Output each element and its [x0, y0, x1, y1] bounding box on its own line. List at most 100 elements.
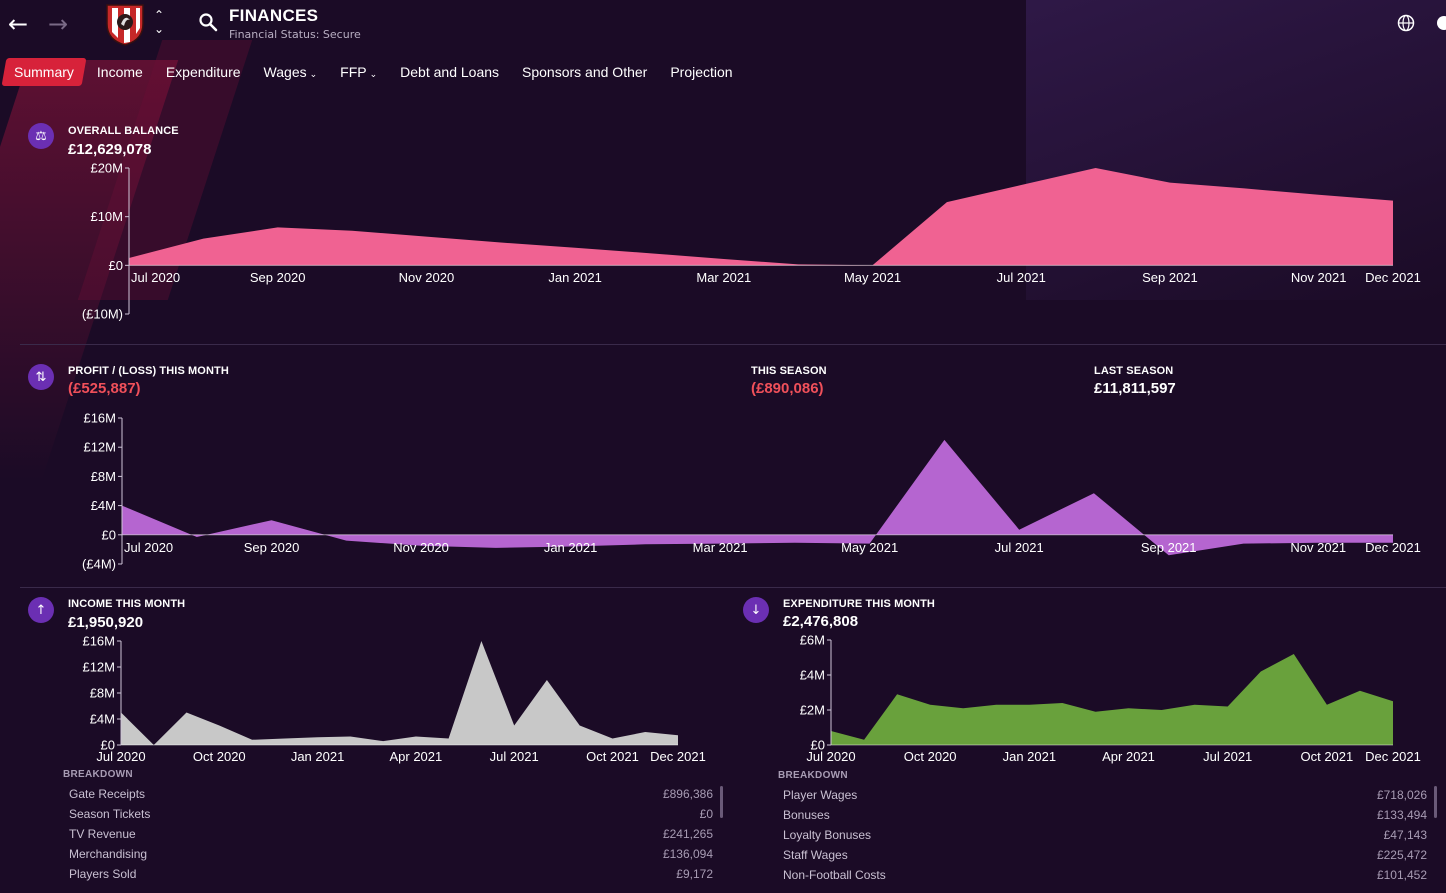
breakdown-value: £241,265	[662, 827, 713, 841]
globe-icon[interactable]	[1397, 14, 1415, 32]
list-item[interactable]: TV Revenue £241,265	[69, 824, 713, 844]
balance-x-tick-label: Jul 2020	[131, 270, 180, 285]
income-value: £1,950,920	[68, 614, 144, 631]
profit-label: PROFIT / (LOSS) THIS MONTH	[68, 365, 229, 377]
balance-x-tick-label: Nov 2021	[1291, 270, 1347, 285]
list-item[interactable]: Staff Wages £225,472	[783, 845, 1427, 865]
club-badge-icon[interactable]	[104, 2, 146, 46]
balance-y-tick-label: £20M	[90, 161, 123, 176]
tab-wages[interactable]: Wages ⌄	[263, 64, 318, 80]
balance-x-tick-label: Sep 2020	[250, 270, 306, 285]
balance-scale-icon: ⚖	[28, 123, 54, 149]
profit-x-tick-label: Nov 2020	[393, 540, 449, 555]
list-item[interactable]: Player Wages £718,026	[783, 785, 1427, 805]
list-item[interactable]: Non-Football Costs £101,452	[783, 865, 1427, 885]
balance-x-tick-label: Jul 2021	[997, 270, 1046, 285]
profit-x-tick-label: Jan 2021	[544, 540, 598, 555]
expenditure-x-tick-label: Oct 2021	[1300, 749, 1353, 764]
expenditure-x-tick-label: Dec 2021	[1365, 749, 1421, 764]
chevron-down-icon: ⌄	[369, 69, 378, 79]
income-x-tick-label: Oct 2021	[586, 749, 639, 764]
profit-x-tick-label: Mar 2021	[693, 540, 748, 555]
profit-y-tick-label: (£4M)	[82, 557, 116, 572]
balance-x-tick-label: Jan 2021	[548, 270, 602, 285]
breakdown-label: Gate Receipts	[69, 787, 146, 801]
list-item[interactable]: Gate Receipts £896,386	[69, 784, 713, 804]
expenditure-y-tick-label: £4M	[800, 668, 825, 683]
balance-y-tick-label: £0	[109, 258, 123, 273]
list-item[interactable]: Loyalty Bonuses £47,143	[783, 825, 1427, 845]
income-x-tick-label: Apr 2021	[389, 749, 442, 764]
profit-value: (£525,887)	[68, 380, 141, 397]
expenditure-x-tick-label: Jul 2020	[806, 749, 855, 764]
breakdown-value: £9,172	[676, 867, 713, 881]
breakdown-label: Loyalty Bonuses	[783, 828, 872, 842]
balance-x-tick-label: Nov 2020	[399, 270, 455, 285]
profit-y-tick-label: £4M	[91, 498, 116, 513]
arrow-up-icon: ↑	[28, 597, 54, 623]
profit-x-tick-label: Jul 2021	[995, 540, 1044, 555]
arrow-down-icon: ↓	[743, 597, 769, 623]
tab-debt-and-loans[interactable]: Debt and Loans	[400, 64, 500, 80]
balance-x-tick-label: Mar 2021	[696, 270, 751, 285]
search-icon[interactable]	[198, 12, 218, 32]
breakdown-value: £718,026	[1376, 788, 1427, 802]
list-item[interactable]: Merchandising £136,094	[69, 844, 713, 864]
breakdown-label: Non-Football Costs	[783, 868, 886, 882]
list-item[interactable]: Season Tickets £0	[69, 804, 713, 824]
this-season-label: THIS SEASON	[751, 365, 827, 377]
breakdown-value: £136,094	[662, 847, 713, 861]
profit-area	[122, 439, 1393, 556]
breakdown-label: Season Tickets	[69, 807, 151, 821]
income-y-tick-label: £0	[101, 738, 115, 753]
arrow-right-icon[interactable]: →	[48, 10, 69, 38]
tab-income[interactable]: Income	[96, 64, 143, 80]
balance-chart-group: £20M £10M £0 (£10M) Jul 2020 Sep 2020 Nov 2020…	[82, 161, 1421, 322]
tab-sponsors-and-other[interactable]: Sponsors and Other	[522, 64, 648, 80]
tab-projection[interactable]: Projection	[670, 64, 733, 80]
breakdown-value: £133,494	[1376, 808, 1427, 822]
expenditure-breakdown-title: BREAKDOWN	[778, 770, 848, 781]
income-x-tick-label: Jul 2021	[490, 749, 539, 764]
profit-loss-icon: ⇅	[28, 364, 54, 390]
list-item[interactable]: Players Sold £9,172	[69, 864, 713, 884]
list-item[interactable]: Bonuses £133,494	[783, 805, 1427, 825]
profit-x-tick-label: Jul 2020	[124, 540, 173, 555]
balance-value: £12,629,078	[68, 141, 152, 158]
top-bar: ← → ⌃ ⌄ FINANCES Financial Status: Secure	[0, 0, 1446, 48]
income-area	[121, 641, 678, 745]
profit-y-tick-label: £12M	[83, 440, 116, 455]
balance-area	[129, 168, 1393, 266]
breakdown-label: Players Sold	[69, 867, 137, 881]
arrow-left-icon[interactable]: ←	[8, 10, 29, 38]
breakdown-value: £101,452	[1376, 868, 1427, 882]
club-switch-icon[interactable]: ⌃ ⌄	[154, 8, 165, 36]
page-subtitle: Financial Status: Secure	[229, 28, 361, 41]
income-y-tick-label: £12M	[82, 660, 115, 675]
income-x-tick-label: Jul 2020	[96, 749, 145, 764]
profit-chart-group: £16M £12M £8M £4M £0 (£4M) Jul 2020 Sep 2020 Nov…	[82, 411, 1421, 572]
breakdown-label: TV Revenue	[69, 827, 136, 841]
income-y-tick-label: £16M	[82, 634, 115, 649]
divider	[20, 344, 1446, 345]
income-x-tick-label: Oct 2020	[193, 749, 246, 764]
breakdown-label: Staff Wages	[783, 848, 848, 862]
expenditure-x-tick-label: Apr 2021	[1102, 749, 1155, 764]
expenditure-y-tick-label: £2M	[800, 703, 825, 718]
tab-ffp[interactable]: FFP ⌄	[340, 64, 378, 80]
income-x-tick-label: Dec 2021	[650, 749, 706, 764]
profile-icon[interactable]	[1437, 16, 1446, 30]
income-y-tick-label: £4M	[90, 712, 115, 727]
last-season-label: LAST SEASON	[1094, 365, 1174, 377]
profit-x-tick-label: May 2021	[841, 540, 898, 555]
scrollbar[interactable]	[720, 786, 723, 818]
scrollbar[interactable]	[1434, 786, 1437, 818]
balance-label: OVERALL BALANCE	[68, 125, 179, 137]
last-season-value: £11,811,597	[1094, 380, 1176, 397]
profit-x-tick-label: Sep 2020	[244, 540, 300, 555]
tab-expenditure[interactable]: Expenditure	[165, 64, 241, 80]
income-label: INCOME THIS MONTH	[68, 598, 186, 610]
expenditure-area	[831, 654, 1393, 745]
